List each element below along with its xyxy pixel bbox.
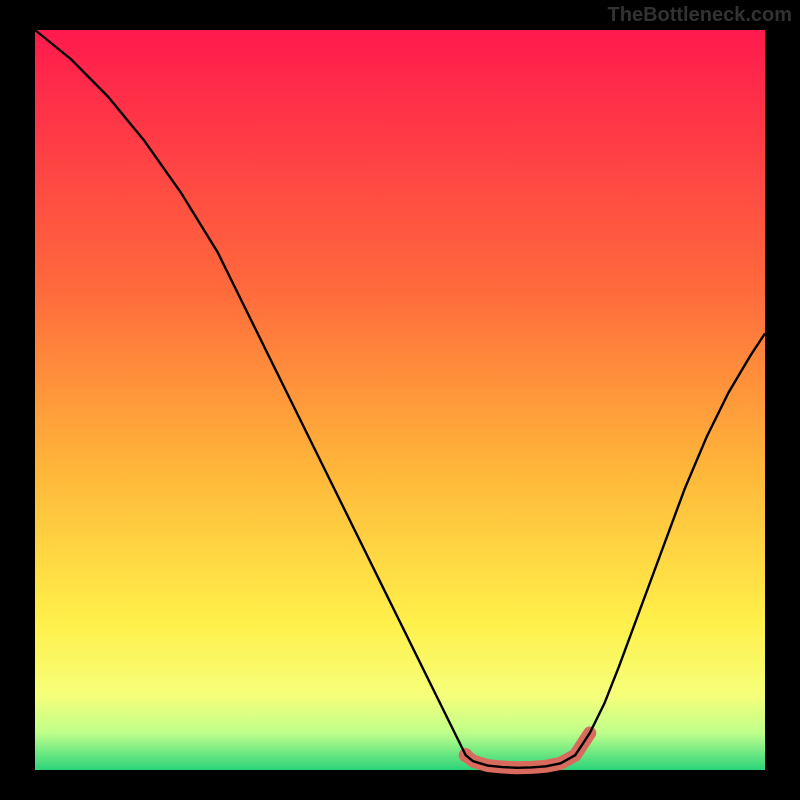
bottleneck-curve <box>35 30 765 768</box>
chart-plot-area <box>35 30 765 770</box>
bottleneck-highlight-curve <box>466 733 590 768</box>
chart-svg <box>35 30 765 770</box>
watermark-text: TheBottleneck.com <box>608 4 792 27</box>
